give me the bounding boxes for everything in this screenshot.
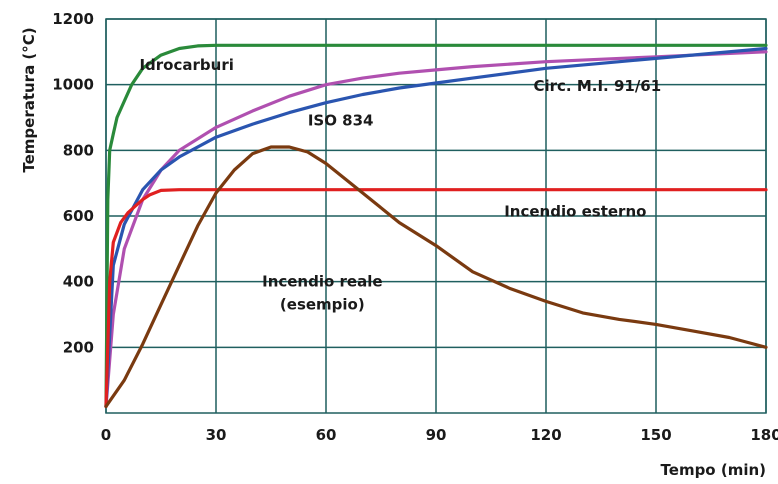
x-tick-label: 30: [206, 426, 227, 444]
y-tick-label: 1000: [52, 76, 94, 94]
series-line-idrocarburi: [104, 43, 768, 408]
series-label-esempio: (esempio): [280, 296, 365, 314]
series-line-incendio-reale-esempio: [104, 145, 768, 408]
series-labels: Idrocarburi Circ. M.I. 91/61 ISO 834 Incend…: [139, 56, 661, 314]
x-tick-label: 180: [750, 426, 778, 444]
x-tick-label: 0: [101, 426, 111, 444]
series-label-circ-m-i-91-61: Circ. M.I. 91/61: [533, 77, 661, 95]
y-axis-title: Temperatura (°C): [20, 27, 38, 172]
y-tick-label: 1200: [52, 10, 94, 28]
series-label-iso-834: ISO 834: [308, 112, 374, 130]
series-line-circ-m-i-91-61: [104, 50, 768, 408]
x-tick-label: 120: [530, 426, 561, 444]
y-tick-label: 600: [63, 207, 94, 225]
series-line-iso-834: [104, 46, 768, 408]
grid: [105, 18, 767, 414]
series-lines: [104, 43, 768, 408]
series-label-idrocarburi: Idrocarburi: [139, 56, 233, 74]
x-tick-label: 90: [426, 426, 447, 444]
y-tick-label: 400: [63, 273, 94, 291]
plot-frame: [105, 18, 767, 414]
x-axis-title: Tempo (min): [661, 461, 766, 479]
series-label-incendio-esterno: Incendio esterno: [504, 203, 646, 221]
x-tick-label: 150: [640, 426, 671, 444]
y-tick-label: 200: [63, 338, 94, 356]
series-label-incendio-reale: Incendio reale: [262, 273, 382, 291]
series-line-incendio-esterno: [104, 188, 768, 408]
y-tick-label: 800: [63, 141, 94, 159]
x-tick-label: 60: [316, 426, 337, 444]
